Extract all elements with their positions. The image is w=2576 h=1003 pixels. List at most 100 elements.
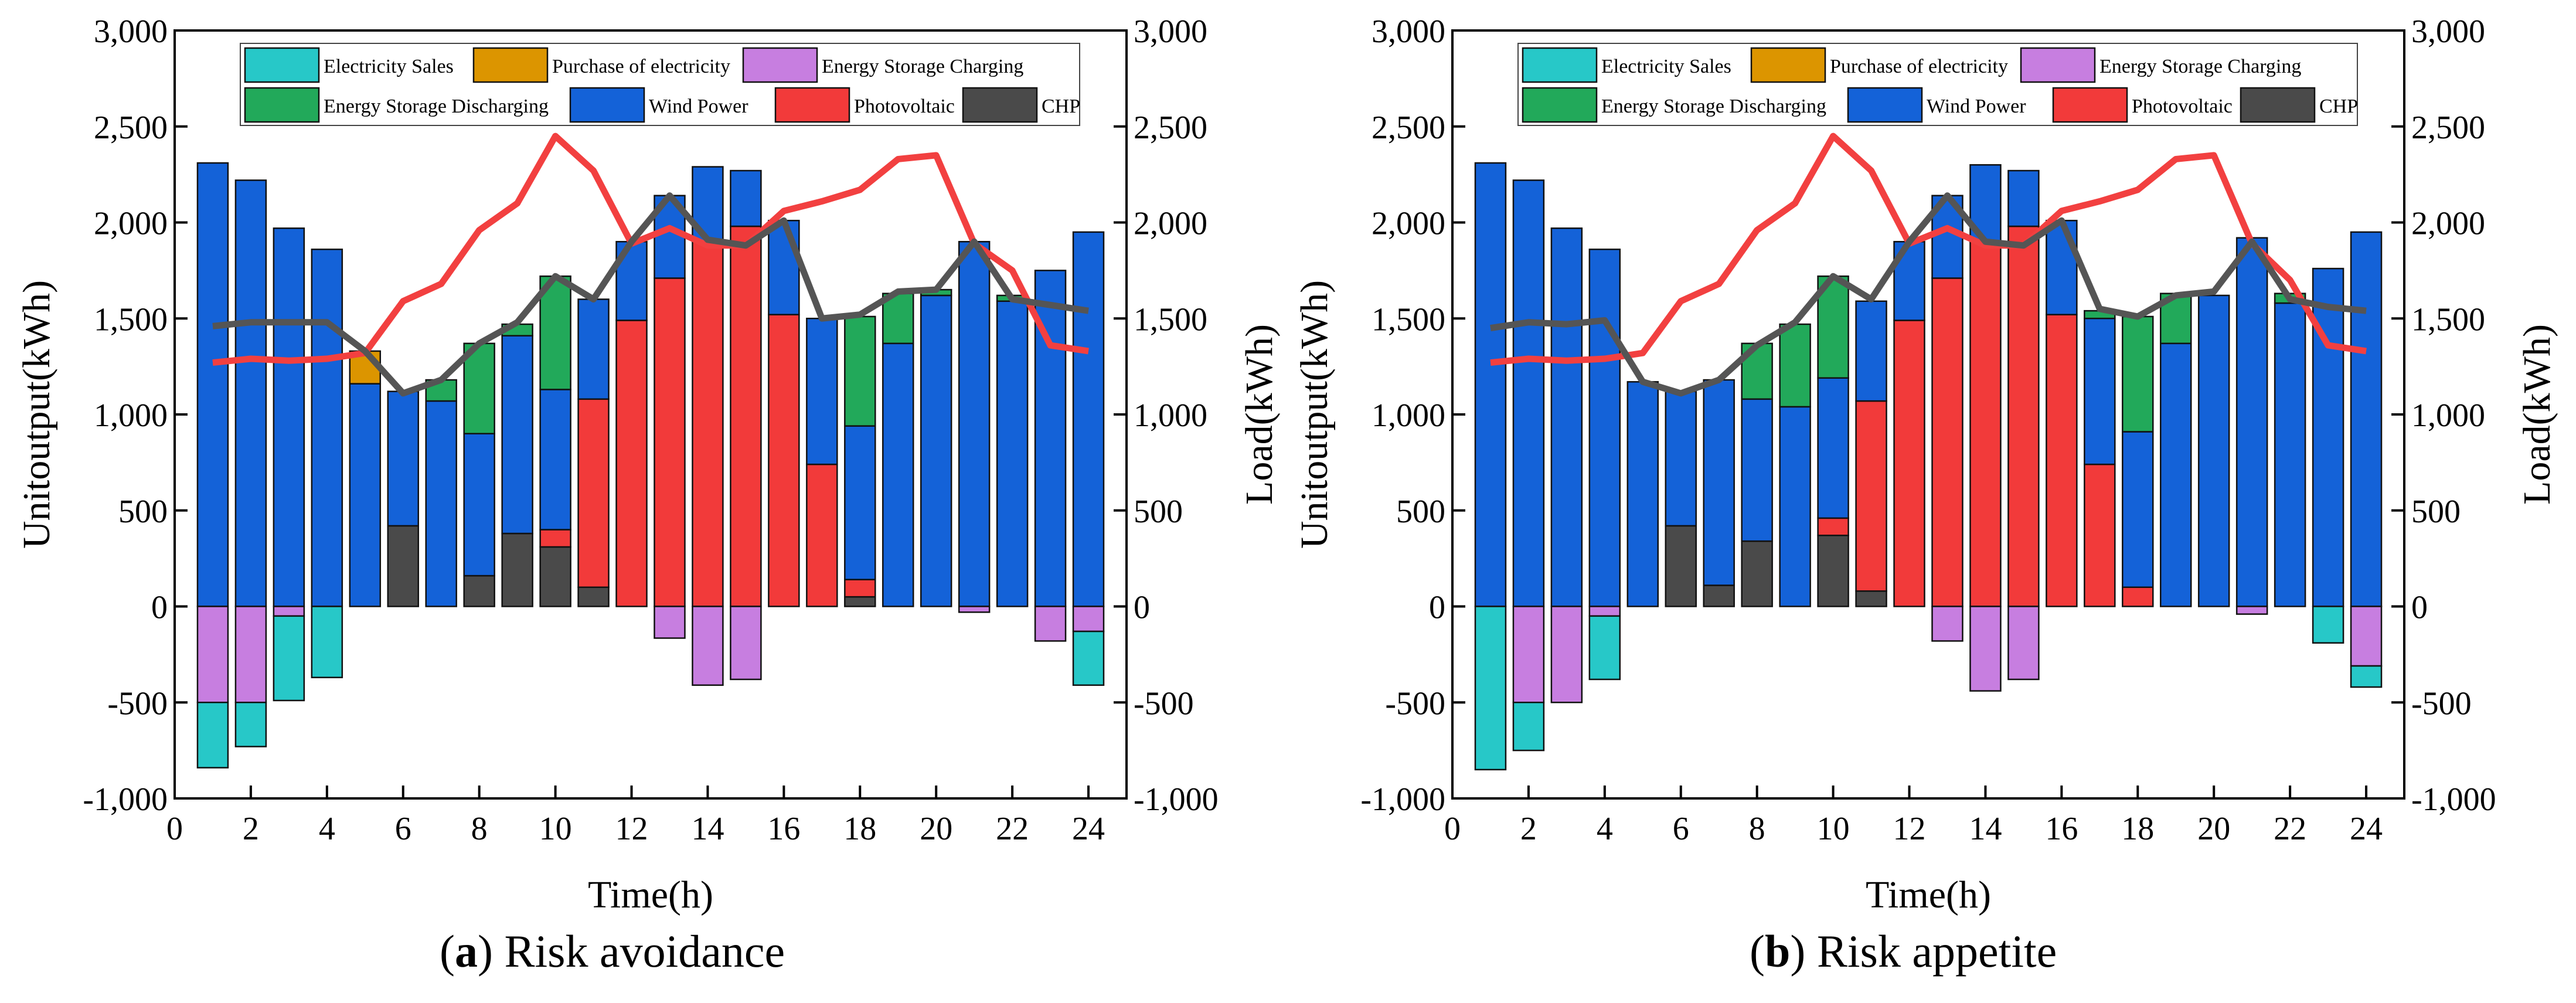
x-tick-label: 2	[1520, 811, 1537, 847]
legend-swatch-sales	[1522, 47, 1598, 83]
bar-discharging-18	[2122, 315, 2154, 433]
y-tick-label: 1,500	[94, 301, 168, 338]
bar-wind-22	[996, 300, 1029, 607]
y-tick-label: 500	[1396, 494, 1445, 530]
load-line-1	[212, 132, 1089, 366]
bar-pv-16	[2046, 314, 2078, 607]
bar-wind-9	[1779, 406, 1811, 607]
y-tick-label: 0	[151, 590, 168, 626]
y-tick-label: 2,500	[94, 110, 168, 146]
bar-pv-16	[768, 314, 800, 607]
legend-swatch-discharging	[1522, 87, 1598, 123]
bar-wind-4	[1588, 249, 1621, 607]
bar-chp-6	[387, 525, 419, 607]
bar-wind-3	[273, 227, 305, 607]
x-tick-label: 0	[166, 811, 183, 847]
legend-label-sales: Electricity Sales	[1601, 56, 1731, 77]
y2-tick-label: 500	[1134, 494, 1183, 530]
y-tick-label: 500	[118, 494, 168, 530]
load-line-1	[1490, 132, 2367, 366]
y-tick-label: 3,000	[1372, 13, 1445, 50]
bar-sales-4	[1588, 615, 1621, 681]
bar-charging-24	[1072, 606, 1105, 633]
bar-chp-9	[501, 532, 533, 607]
legend-label-purchase: Purchase of electricity	[552, 56, 730, 77]
x-tick-label: 14	[1969, 811, 2002, 847]
y-tick-label: -1,000	[83, 781, 168, 818]
bar-chp-6	[1665, 525, 1697, 607]
bar-pv-14	[692, 241, 724, 607]
bar-pv-10	[539, 529, 571, 548]
bar-charging-13	[654, 606, 686, 639]
bar-pv-17	[806, 463, 838, 607]
bar-charging-3	[273, 606, 305, 617]
x-tick-label: 24	[2350, 811, 2383, 847]
legend-label-sales: Electricity Sales	[324, 56, 454, 77]
bar-wind-6	[387, 390, 419, 527]
x-axis-title: Time(h)	[588, 873, 713, 916]
bar-wind-17	[806, 318, 838, 465]
x-tick-label: 16	[2045, 811, 2078, 847]
x-tick-label: 24	[1072, 811, 1105, 847]
x-tick-label: 18	[2121, 811, 2154, 847]
y-tick-label: 2,500	[1372, 110, 1445, 146]
y-tick-label: 2,000	[1372, 206, 1445, 242]
bar-wind-17	[2084, 318, 2116, 465]
legend-swatch-purchase	[472, 47, 549, 83]
bar-wind-15	[730, 169, 762, 227]
bar-wind-5	[349, 383, 382, 607]
legend-swatch-wind	[1847, 87, 1923, 123]
legend: Electricity Sales Purchase of electricity…	[240, 43, 1080, 126]
bar-wind-6	[1665, 390, 1697, 527]
bar-wind-8	[463, 433, 495, 577]
legend-swatch-sales	[244, 47, 320, 83]
bar-chp-8	[463, 574, 495, 607]
x-tick-label: 14	[691, 811, 724, 847]
y2-tick-label: 0	[2411, 590, 2428, 626]
legend-label-charging: Energy Storage Charging	[2099, 56, 2301, 77]
bar-charging-13	[1931, 606, 1964, 642]
bar-pv-14	[1969, 241, 2002, 607]
bar-sales-3	[273, 615, 305, 702]
bar-chp-11	[577, 586, 610, 607]
y2-tick-label: 3,000	[1134, 13, 1207, 50]
bar-charging-2	[234, 606, 267, 703]
legend: Electricity Sales Purchase of electricity…	[1517, 43, 2358, 126]
legend-label-chp: CHP	[2319, 96, 2358, 117]
legend-swatch-charging	[742, 47, 818, 83]
y2-tick-label: -500	[2411, 685, 2472, 722]
legend-swatch-purchase	[1750, 47, 1826, 83]
y-tick-label: 1,000	[1372, 397, 1445, 434]
bar-wind-10	[1817, 377, 1849, 519]
y-tick-label: 1,500	[1372, 301, 1445, 338]
bar-wind-3	[1550, 227, 1583, 607]
y2-tick-label: 2,500	[1134, 110, 1207, 146]
y-tick-label: 1,000	[94, 397, 168, 434]
y2-tick-label: -1,000	[2411, 781, 2496, 818]
x-tick-label: 16	[767, 811, 800, 847]
bar-pv-12	[615, 319, 648, 607]
y2-tick-label: -500	[1134, 685, 1194, 722]
bar-wind-18	[2122, 431, 2154, 588]
bar-charging-23	[1034, 606, 1067, 642]
x-tick-label: 8	[471, 811, 488, 847]
x-tick-label: 8	[1749, 811, 1765, 847]
y2-tick-label: -1,000	[1134, 781, 1219, 818]
bar-wind-2	[234, 179, 267, 607]
y2-axis-title: Load(kWh)	[1238, 324, 1281, 505]
bar-chp-7	[1703, 584, 1735, 607]
legend-label-pv: Photovoltaic	[854, 96, 955, 117]
legend-box	[1517, 43, 2358, 126]
load-line-2	[1490, 192, 2367, 397]
bar-chp-10	[539, 546, 571, 607]
bar-wind-7	[425, 400, 457, 607]
legend-swatch-pv	[774, 87, 850, 123]
bar-sales-24	[1072, 630, 1105, 686]
y2-tick-label: 3,000	[2411, 13, 2485, 50]
bar-pv-11	[1855, 400, 1887, 592]
bar-wind-24	[2350, 231, 2383, 607]
bar-charging-4	[1588, 606, 1621, 617]
x-tick-label: 12	[1893, 811, 1926, 847]
legend-label-chp: CHP	[1042, 96, 1080, 117]
